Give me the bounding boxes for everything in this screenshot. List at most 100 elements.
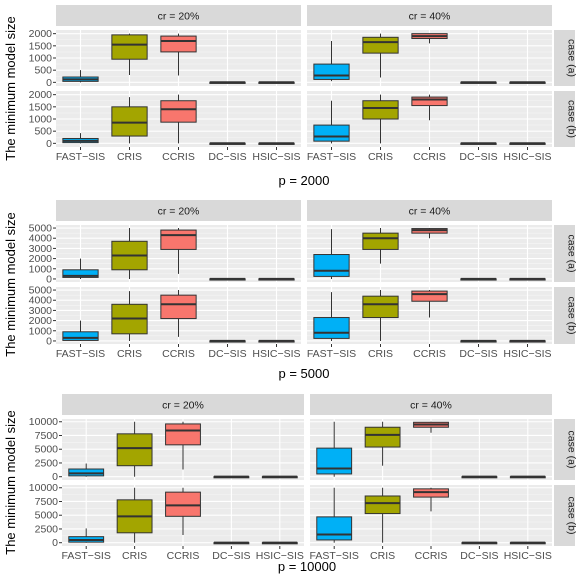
x-category-label: DC−SIS (460, 550, 498, 562)
y-tick-label: 10000 (29, 416, 58, 428)
facet-strip-row-3-1 (554, 419, 575, 480)
facet-strip-label: cr = 40% (409, 206, 451, 218)
facet-strip-col-2-2 (307, 200, 552, 221)
facet-strip-label: cr = 20% (162, 400, 204, 412)
y-tick-label: 1000 (29, 53, 53, 65)
y-tick-label: 2500 (35, 457, 59, 469)
box-fast-sis (62, 331, 99, 341)
facet-row-label: case (b) (566, 100, 578, 138)
facet-strip-label: cr = 20% (158, 206, 200, 218)
y-tick-label: 4000 (29, 295, 53, 307)
y-tick-label: 10000 (29, 482, 58, 494)
box-cris (362, 100, 399, 120)
x-category-label: FAST−SIS (62, 550, 111, 562)
x-category-label: CRIS (370, 550, 395, 562)
x-axis-title: p = 5000 (279, 366, 330, 381)
x-category-label: CRIS (117, 151, 142, 163)
x-category-label: CRIS (122, 550, 147, 562)
box-cris (364, 426, 401, 448)
y-tick-label: 0 (52, 471, 58, 483)
x-category-label: CCRIS (415, 550, 448, 562)
facet-strip-col-1-1 (56, 5, 301, 26)
y-axis-title: The minimum model size (3, 16, 18, 161)
x-category-label: CCRIS (162, 348, 195, 360)
box-ccris (160, 100, 197, 123)
box-fast-sis (316, 516, 353, 541)
facet-row-label: case (a) (566, 431, 578, 469)
y-tick-label: 0 (46, 273, 52, 285)
box-ccris (411, 96, 448, 107)
facet-strip-col-3-2 (310, 394, 552, 415)
x-category-label: HSIC−SIS (252, 151, 300, 163)
facet-strip-col-2-1 (56, 200, 301, 221)
box-fast-sis (313, 317, 350, 339)
y-tick-label: 1500 (29, 101, 53, 113)
y-tick-label: 3000 (29, 243, 53, 255)
x-category-label: DC−SIS (459, 348, 497, 360)
box-ccris (160, 294, 197, 320)
facet-strip-label: cr = 40% (409, 11, 451, 23)
x-category-label: HSIC−SIS (504, 550, 552, 562)
x-category-label: HSIC−SIS (252, 348, 300, 360)
y-axis-title: The minimum model size (3, 410, 18, 555)
x-category-label: DC−SIS (208, 348, 246, 360)
x-category-label: HSIC−SIS (256, 550, 304, 562)
box-fast-sis (316, 447, 353, 475)
box-cris (116, 433, 153, 467)
facet-strip-row-2-2 (554, 287, 575, 344)
y-tick-label: 4000 (29, 233, 53, 245)
y-tick-label: 7500 (35, 430, 59, 442)
box-ccris (165, 423, 201, 446)
box-fast-sis (313, 254, 350, 277)
facet-row-label: case (b) (566, 297, 578, 335)
x-category-label: FAST−SIS (56, 348, 105, 360)
y-tick-label: 5000 (29, 223, 53, 235)
facet-row-label: case (a) (566, 39, 578, 77)
y-tick-label: 2000 (29, 28, 53, 40)
x-category-label: FAST−SIS (56, 151, 105, 163)
y-tick-label: 7500 (35, 496, 59, 508)
y-tick-label: 5000 (29, 285, 53, 297)
facet-row-label: case (a) (566, 235, 578, 273)
x-category-label: FAST−SIS (307, 348, 356, 360)
x-category-label: CCRIS (162, 151, 195, 163)
x-category-label: DC−SIS (208, 151, 246, 163)
x-category-label: DC−SIS (212, 550, 250, 562)
box-ccris (165, 491, 201, 517)
x-category-label: DC−SIS (459, 151, 497, 163)
x-category-label: FAST−SIS (307, 151, 356, 163)
facet-strip-col-3-1 (62, 394, 304, 415)
x-category-label: CCRIS (413, 348, 446, 360)
x-category-label: FAST−SIS (310, 550, 359, 562)
facet-strip-row-1-1 (554, 30, 575, 86)
y-tick-label: 3000 (29, 305, 53, 317)
y-tick-label: 1000 (29, 325, 53, 337)
facet-strip-label: cr = 20% (158, 11, 200, 23)
x-category-label: CRIS (368, 151, 393, 163)
box-ccris (160, 229, 197, 250)
box-cris (364, 495, 401, 515)
box-cris (111, 34, 148, 60)
facet-row-label: case (b) (566, 497, 578, 535)
box-ccris (411, 290, 448, 302)
x-axis-title: p = 10000 (278, 559, 336, 574)
box-cris (111, 106, 148, 137)
y-tick-label: 500 (34, 126, 52, 138)
y-tick-label: 5000 (35, 444, 59, 456)
facet-strip-row-3-2 (554, 485, 575, 546)
y-tick-label: 1000 (29, 263, 53, 275)
facet-strip-col-1-2 (307, 5, 552, 26)
y-tick-label: 2500 (35, 523, 59, 535)
y-tick-label: 0 (52, 537, 58, 549)
box-cris (362, 295, 399, 319)
box-fast-sis (62, 269, 99, 278)
facet-strip-row-1-2 (554, 91, 575, 147)
box-cris (362, 36, 399, 54)
box-fast-sis (313, 124, 350, 142)
y-tick-label: 0 (46, 77, 52, 89)
y-tick-label: 2000 (29, 89, 53, 101)
x-category-label: CRIS (368, 348, 393, 360)
facet-strip-row-2-1 (554, 225, 575, 282)
